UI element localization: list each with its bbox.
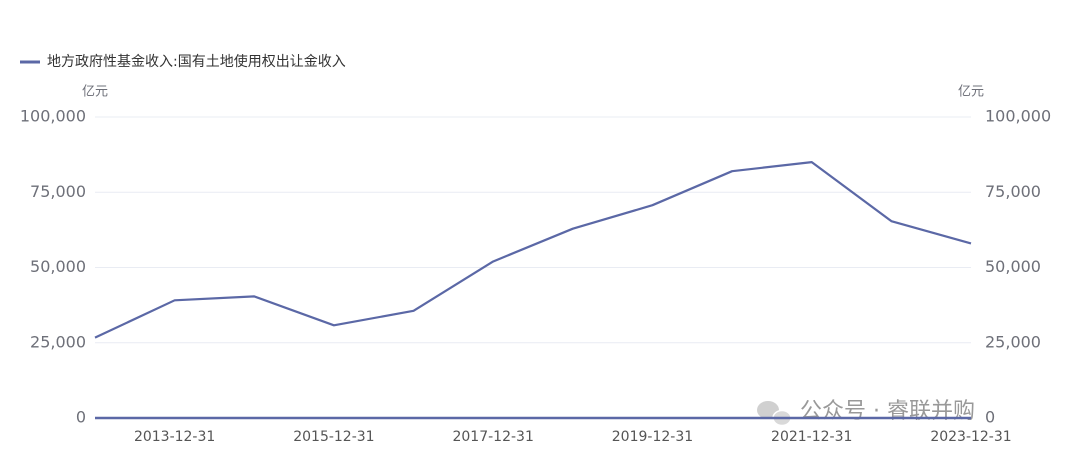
y-tick-label: 0 [76, 408, 86, 427]
watermark: 公众号 · 睿联并购 [800, 399, 975, 424]
series-line [94, 161, 972, 339]
y-tick-label: 50,000 [30, 257, 86, 276]
y2-tick-label: 25,000 [985, 332, 1041, 351]
y2-tick-label: 75,000 [985, 182, 1041, 201]
y2-tick-label: 50,000 [985, 257, 1041, 276]
x-tick-label: 2015-12-31 [293, 429, 374, 445]
y2-tick-label: 0 [985, 408, 995, 427]
x-tick-label: 2013-12-31 [134, 429, 215, 445]
x-tick-label: 2019-12-31 [612, 429, 693, 445]
y-tick-label: 75,000 [30, 182, 86, 201]
y2-unit: 亿元 [958, 85, 984, 100]
watermark-icon [757, 401, 792, 427]
y-tick-label: 25,000 [30, 332, 86, 351]
x-tick-label: 2021-12-31 [771, 429, 852, 445]
legend-label: 地方政府性基金收入:国有土地使用权出让金收入 [47, 53, 346, 70]
y-unit: 亿元 [82, 85, 108, 100]
x-tick-label: 2017-12-31 [452, 429, 533, 445]
x-tick-label: 2023-12-31 [930, 429, 1011, 445]
y2-tick-label: 100,000 [985, 107, 1051, 126]
y-tick-label: 100,000 [20, 107, 86, 126]
